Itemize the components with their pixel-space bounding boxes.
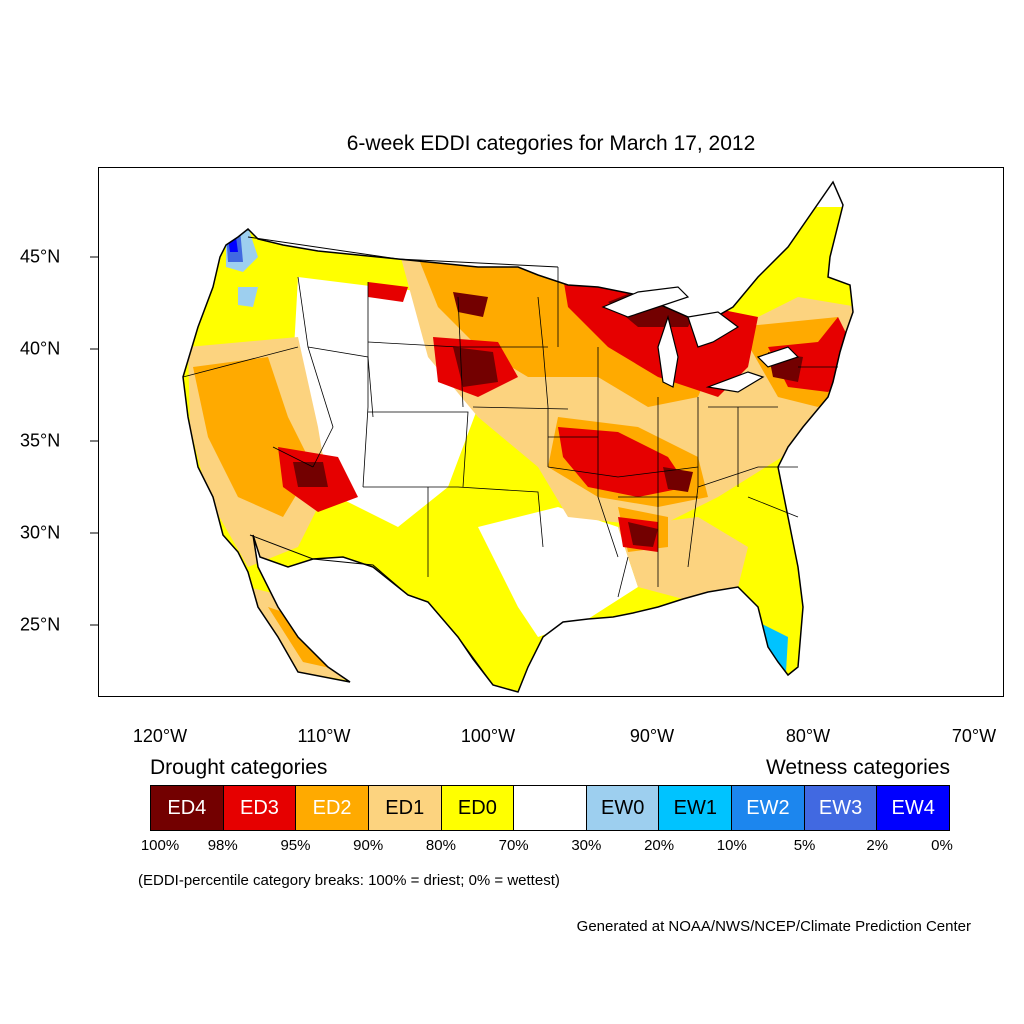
- lat-label-25n: 25°N: [20, 614, 61, 635]
- percentile-label: 70%: [498, 837, 529, 854]
- percentile-label: 2%: [866, 837, 889, 854]
- credit-line: Generated at NOAA/NWS/NCEP/Climate Predi…: [576, 918, 971, 935]
- legend-box-ed4: ED4: [151, 786, 224, 830]
- map-canvas: [98, 167, 1004, 697]
- legend-box-ed1: ED1: [368, 786, 442, 830]
- percentile-label: 0%: [931, 837, 953, 854]
- legend-box-ed3: ED3: [223, 786, 297, 830]
- lon-label-90w: 90°W: [629, 726, 675, 746]
- lat-label-30n: 30°N: [20, 522, 61, 543]
- lat-ticks: [90, 256, 98, 626]
- map-title: 6-week EDDI categories for March 17, 201…: [346, 132, 756, 155]
- percentile-label: 95%: [280, 837, 311, 854]
- legend-box-ew0: EW0: [586, 786, 660, 830]
- category-note: (EDDI-percentile category breaks: 100% =…: [138, 872, 560, 889]
- lon-label-110w: 110°W: [297, 726, 351, 746]
- percentile-label: 90%: [353, 837, 384, 854]
- legend-box-ed0: ED0: [441, 786, 515, 830]
- legend-box-ew3: EW3: [804, 786, 878, 830]
- drought-heading: Drought categories: [150, 756, 328, 779]
- percentile-label: 5%: [793, 837, 816, 854]
- legend-box-neutral: [514, 786, 587, 830]
- percentile-label: 80%: [425, 837, 456, 854]
- wetness-heading: Wetness categories: [765, 756, 950, 779]
- lat-label-35n: 35°N: [20, 430, 61, 451]
- percentile-label: 20%: [644, 837, 675, 854]
- lon-label-70w: 70°W: [951, 726, 997, 746]
- legend-color-bar: ED4 ED3 ED2 ED1 ED0 EW0 EW1 EW2 EW3 EW4: [150, 785, 950, 831]
- percentile-label: 10%: [716, 837, 747, 854]
- legend-box-ed2: ED2: [296, 786, 369, 830]
- legend-box-ew1: EW1: [659, 786, 733, 830]
- lon-label-100w: 100°W: [460, 726, 516, 746]
- percentile-label: 98%: [207, 837, 238, 854]
- percentile-label: 100%: [140, 837, 180, 854]
- legend-box-ew4: EW4: [877, 786, 950, 830]
- lon-label-120w: 120°W: [132, 726, 188, 746]
- lat-label-40n: 40°N: [20, 338, 61, 359]
- eddi-map: [98, 167, 1004, 697]
- percentile-label: 30%: [571, 837, 602, 854]
- legend-box-ew2: EW2: [732, 786, 805, 830]
- lat-label-45n: 45°N: [20, 246, 61, 267]
- lon-label-80w: 80°W: [785, 726, 831, 746]
